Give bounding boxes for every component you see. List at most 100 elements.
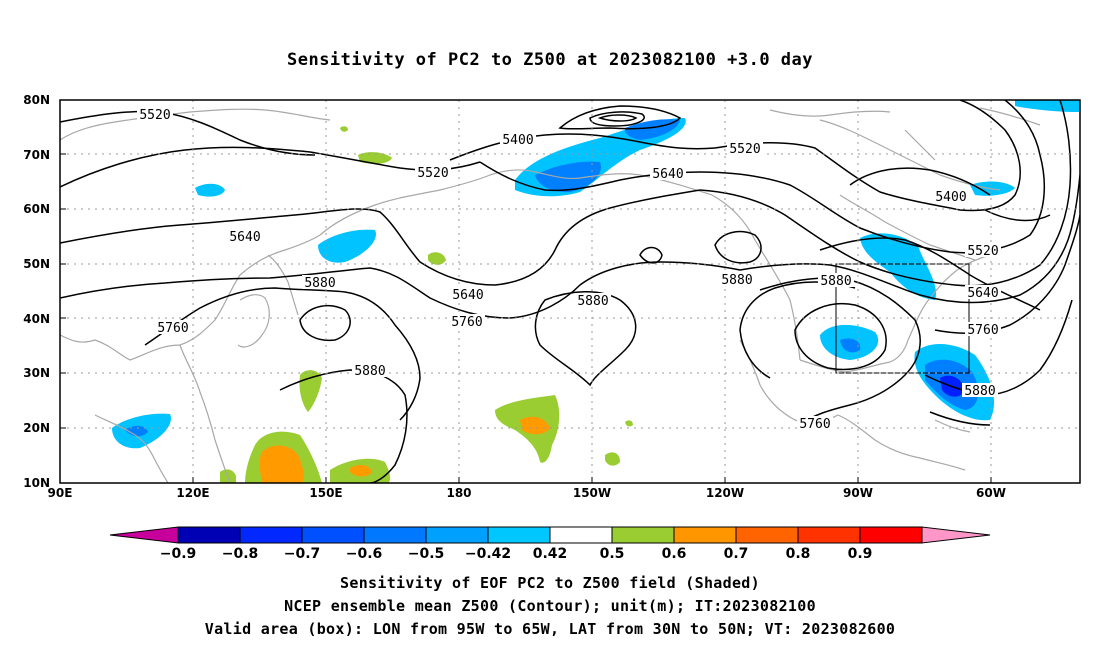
contour-label: 5520 bbox=[729, 142, 760, 157]
valid-area-box bbox=[835, 263, 970, 374]
coastline bbox=[819, 119, 1001, 191]
coastline bbox=[769, 109, 891, 117]
contour-line bbox=[597, 114, 638, 122]
colorbar-label: −0.8 bbox=[222, 546, 259, 562]
contour-line bbox=[60, 110, 316, 156]
colorbar: −0.9 −0.8 −0.7 −0.6 −0.5 −0.42 0.42 0.5 0.6 0.7 0.… bbox=[109, 526, 991, 562]
shade-region bbox=[318, 229, 376, 263]
lon-label: 60W bbox=[976, 486, 1006, 500]
contour-label-bg bbox=[727, 141, 763, 155]
contour-label: 5760 bbox=[799, 417, 830, 432]
lon-label: 150W bbox=[573, 486, 611, 500]
contour-label-bg bbox=[415, 165, 451, 179]
colorbar-box bbox=[363, 526, 427, 544]
coastline bbox=[237, 294, 270, 348]
lon-label: 120W bbox=[706, 486, 744, 500]
tick-layer bbox=[60, 99, 992, 483]
contour-label-bg bbox=[650, 166, 686, 180]
coastline bbox=[837, 414, 966, 471]
shaded-sensitivity-layer bbox=[112, 100, 1080, 483]
shade-region bbox=[340, 126, 348, 132]
colorbar-label: 0.42 bbox=[533, 546, 568, 562]
contour-line bbox=[699, 100, 1072, 287]
chart-title: Sensitivity of PC2 to Z500 at 2023082100… bbox=[286, 50, 813, 70]
lon-label: 180 bbox=[446, 486, 471, 500]
contour-label: 5520 bbox=[139, 108, 170, 123]
colorbar-label: 0.6 bbox=[662, 546, 687, 562]
contour-label-bg bbox=[449, 314, 485, 328]
colorbar-box bbox=[487, 526, 551, 544]
colorbar-box bbox=[177, 526, 241, 544]
contour-label-bg bbox=[797, 416, 833, 430]
colorbar-label: −0.6 bbox=[346, 546, 383, 562]
lat-label: 50N bbox=[23, 257, 50, 271]
caption-line-2: NCEP ensemble mean Z500 (Contour); unit(… bbox=[284, 597, 816, 615]
colorbar-box bbox=[425, 526, 489, 544]
contour-label: 5640 bbox=[652, 167, 683, 182]
contour-line bbox=[819, 237, 1041, 311]
contour-label-bg bbox=[965, 243, 1001, 257]
contour-line bbox=[639, 246, 663, 264]
contour-label-bg bbox=[302, 275, 338, 289]
contour-label: 5880 bbox=[304, 276, 335, 291]
contour-line bbox=[739, 174, 1080, 304]
contour-label-bg bbox=[450, 287, 486, 301]
shade-region bbox=[195, 183, 225, 197]
shade-region bbox=[358, 152, 392, 164]
contour-label: 5640 bbox=[452, 288, 483, 303]
lon-label: 150E bbox=[309, 486, 342, 500]
colorbar-box bbox=[735, 526, 799, 544]
lat-label: 40N bbox=[23, 312, 50, 326]
lat-label: 10N bbox=[23, 476, 50, 490]
contour-line bbox=[714, 100, 1021, 212]
coastline bbox=[267, 254, 299, 316]
contour-line bbox=[279, 369, 408, 483]
colorbar-label: 0.8 bbox=[786, 546, 811, 562]
contour-label: 5760 bbox=[451, 315, 482, 330]
contour-line bbox=[60, 189, 701, 286]
lat-label: 20N bbox=[23, 421, 50, 435]
coastline bbox=[904, 129, 936, 161]
lon-label: 90W bbox=[843, 486, 873, 500]
contour-label: 5400 bbox=[935, 190, 966, 205]
contour-label-bg bbox=[137, 107, 173, 121]
contour-label-bg bbox=[719, 272, 755, 286]
shade-region bbox=[1015, 100, 1080, 112]
lon-label: 120E bbox=[176, 486, 209, 500]
shade-region bbox=[350, 464, 372, 477]
contour-label-bg bbox=[962, 383, 998, 397]
shade-region bbox=[299, 370, 322, 412]
contour-label-layer: 5520 5400 5520 5640 5400 5520 5520 5640 5640 5760… bbox=[137, 107, 1001, 432]
coastline bbox=[179, 344, 231, 483]
contour-label-bg bbox=[352, 363, 388, 377]
shade-region bbox=[535, 161, 601, 193]
contour-label-bg bbox=[575, 293, 611, 307]
contour-label-bg bbox=[818, 273, 854, 287]
contour-label-bg bbox=[965, 322, 1001, 336]
lat-label: 60N bbox=[23, 202, 50, 216]
shade-region bbox=[520, 416, 550, 435]
contour-label-bg bbox=[155, 320, 191, 334]
shade-region bbox=[428, 252, 446, 265]
contour-line bbox=[849, 167, 991, 196]
colorbar-label: −0.5 bbox=[408, 546, 445, 562]
colorbar-high-extend bbox=[921, 526, 991, 544]
contour-line bbox=[60, 261, 741, 319]
contour-line bbox=[558, 105, 682, 130]
lat-label: 70N bbox=[23, 148, 50, 162]
contour-label: 5880 bbox=[577, 294, 608, 309]
contour-label: 5520 bbox=[967, 244, 998, 259]
coastline bbox=[60, 108, 331, 141]
lat-label: 30N bbox=[23, 366, 50, 380]
contour-line bbox=[144, 287, 421, 421]
coastline bbox=[319, 174, 491, 236]
colorbar-box bbox=[301, 526, 365, 544]
shade-region bbox=[840, 338, 861, 353]
contour-line bbox=[794, 303, 887, 371]
colorbar-label: −0.7 bbox=[284, 546, 321, 562]
coastline bbox=[94, 414, 169, 483]
caption-line-1: Sensitivity of EOF PC2 to Z500 field (Sh… bbox=[340, 574, 760, 592]
colorbar-box bbox=[797, 526, 861, 544]
contour-label: 5760 bbox=[967, 323, 998, 338]
